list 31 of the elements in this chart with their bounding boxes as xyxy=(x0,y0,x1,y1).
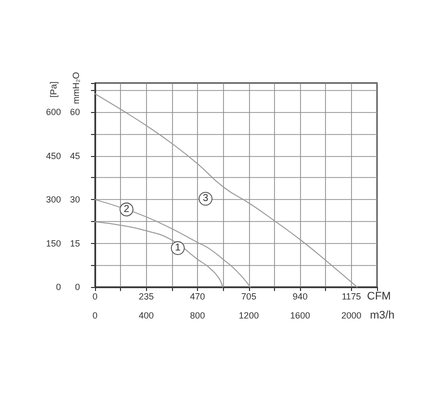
y-tick-label: 0 xyxy=(56,282,61,292)
x2-axis-title: m3/h xyxy=(370,310,394,322)
y2-axis-title: mmH₂O xyxy=(71,72,81,104)
series-label: 2 xyxy=(124,204,130,215)
x2-tick-label: 2000 xyxy=(341,310,362,320)
x-tick-label: 0 xyxy=(92,292,98,302)
y-tick-label: 300 xyxy=(46,194,61,205)
x-tick-label: 705 xyxy=(241,292,256,302)
y2-tick-label: 30 xyxy=(70,194,80,205)
y-tick-label: 600 xyxy=(46,107,61,118)
x-tick-label: 235 xyxy=(138,292,154,302)
y-tick-label: 150 xyxy=(46,238,61,248)
y2-tick-label: 0 xyxy=(74,282,80,292)
y-tick-label: 450 xyxy=(46,150,61,161)
line-series xyxy=(94,221,224,288)
y-axis-title: [Pa] xyxy=(48,81,58,98)
series-label: 1 xyxy=(175,242,182,254)
x2-tick-label: 800 xyxy=(190,310,206,320)
series-label: 3 xyxy=(202,193,209,204)
line-series xyxy=(94,93,358,288)
x-tick-label: 940 xyxy=(292,292,308,302)
y2-tick-label: 60 xyxy=(70,107,80,118)
x-axis-title: CFM xyxy=(367,290,391,302)
y2-tick-label: 15 xyxy=(70,238,80,248)
y2-tick-label: 45 xyxy=(70,150,80,161)
x-tick-label: 1175 xyxy=(342,292,362,302)
x-tick-label: 470 xyxy=(190,292,206,302)
x2-tick-label: 400 xyxy=(138,310,154,320)
x2-tick-label: 1600 xyxy=(290,310,310,320)
x2-tick-label: 0 xyxy=(92,310,98,320)
x2-tick-label: 1200 xyxy=(238,310,259,320)
